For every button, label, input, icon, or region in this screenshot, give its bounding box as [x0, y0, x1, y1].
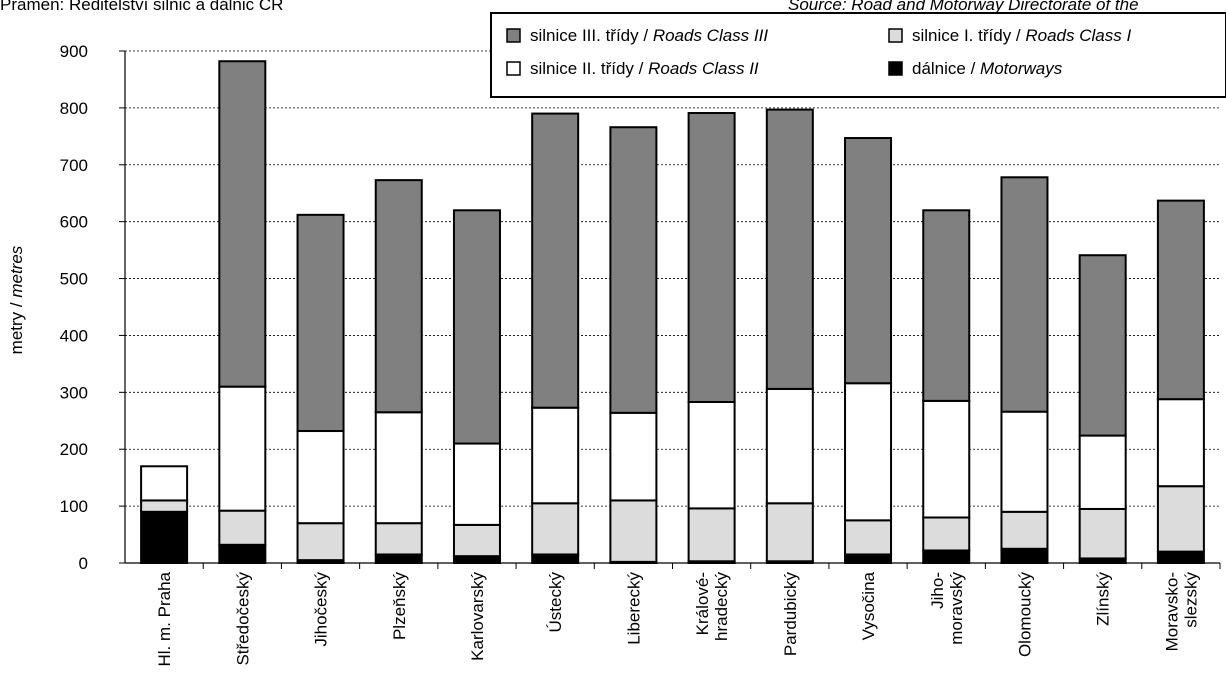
bar-segment-motorways: [531, 553, 580, 565]
bar-segment-class1: [531, 502, 580, 556]
bar-segment-class1: [296, 522, 345, 562]
bar-segment-class2: [1000, 410, 1049, 513]
bar-segment-motorways: [140, 510, 189, 564]
legend-swatch-class1: [888, 28, 903, 43]
category-label: Moravsko-: [1162, 572, 1181, 651]
bar-segment-class2: [1078, 434, 1127, 510]
y-tick-label: 800: [60, 99, 88, 118]
bar-segment-class2: [609, 411, 658, 502]
bar-segment-class1: [687, 507, 736, 563]
y-tick-label: 500: [60, 270, 88, 289]
category-label: Hl. m. Praha: [155, 571, 174, 666]
bar-segment-motorways: [922, 549, 971, 564]
y-tick-label: 700: [60, 156, 88, 175]
bar-segment-class2: [1156, 398, 1205, 488]
bar-segment-class2: [374, 411, 423, 525]
category-label: Plzeňský: [390, 572, 409, 641]
category-label: hradecký: [712, 572, 731, 641]
category-label: Zlínský: [1094, 572, 1113, 626]
y-tick-label: 300: [60, 383, 88, 402]
bar-segment-class1: [844, 519, 893, 556]
bar-segment-class3: [218, 60, 267, 388]
source-left: Pramen: Ředitelství silnic a dálnic ČR: [0, 0, 284, 14]
bar-segment-class2: [140, 465, 189, 502]
bar-segment-class2: [687, 401, 736, 510]
bar-segment-class3: [531, 112, 580, 409]
source-right: Source: Road and Motorway Directorate of…: [788, 0, 1139, 14]
bar-segment-class1: [140, 499, 189, 513]
y-tick-label: 200: [60, 440, 88, 459]
category-label: Jiho-: [928, 572, 947, 609]
legend-label-class3: silnice III. třídy / Roads Class III: [530, 26, 768, 45]
bar-segment-class3: [296, 213, 345, 433]
bar-segment-class1: [374, 522, 423, 556]
bar-segment-class3: [765, 108, 814, 390]
bar-segment-class3: [1000, 176, 1049, 413]
bar-segment-class3: [452, 209, 501, 445]
bar-segment-class3: [1156, 199, 1205, 401]
category-label: Středočeský: [233, 572, 252, 666]
bar-segment-class3: [687, 112, 736, 404]
bar-segment-motorways: [452, 555, 501, 565]
bar-segment-class3: [1078, 254, 1127, 437]
bar-segment-class2: [452, 442, 501, 526]
y-tick-label: 100: [60, 497, 88, 516]
bar-segment-motorways: [1156, 550, 1205, 564]
category-label: slezský: [1181, 572, 1200, 628]
legend-swatch-motorways: [888, 61, 903, 76]
category-label: Olomoucký: [1015, 572, 1034, 658]
bar-segment-class2: [844, 382, 893, 522]
category-label: Ústecký: [546, 572, 565, 633]
legend-swatch-class3: [506, 28, 521, 43]
bar-segment-class1: [452, 523, 501, 558]
bar-segment-motorways: [218, 543, 267, 564]
bar-segment-class1: [609, 499, 658, 563]
legend-swatch-class2: [506, 61, 521, 76]
category-label: moravský: [947, 572, 966, 645]
bar-segment-class3: [922, 209, 971, 402]
category-label: Vysočina: [859, 571, 878, 640]
bar-segment-motorways: [844, 553, 893, 565]
bar-segment-class3: [374, 179, 423, 414]
bar-segment-class1: [1078, 507, 1127, 560]
bar-segment-class2: [922, 399, 971, 519]
bar-segment-class2: [531, 406, 580, 505]
category-label: Pardubický: [781, 572, 800, 657]
bar-segment-motorways: [1000, 547, 1049, 564]
bar-segment-class2: [765, 387, 814, 505]
legend-label-class2: silnice II. třídy / Roads Class II: [530, 59, 759, 78]
legend-label-class1: silnice I. třídy / Roads Class I: [912, 26, 1131, 45]
category-label: Liberecký: [624, 572, 643, 645]
legend-label-motorways: dálnice / Motorways: [912, 59, 1063, 78]
bar-segment-class2: [218, 385, 267, 512]
bar-segment-class1: [218, 509, 267, 546]
y-axis-title: metry / metres: [7, 245, 26, 354]
y-tick-label: 900: [60, 42, 88, 61]
y-tick-label: 600: [60, 213, 88, 232]
bar-segment-motorways: [374, 553, 423, 565]
y-tick-label: 400: [60, 326, 88, 345]
bar-segment-class1: [1156, 485, 1205, 553]
bar-segment-class1: [765, 502, 814, 563]
bar-segment-class1: [922, 516, 971, 552]
bar-segment-class3: [844, 137, 893, 385]
category-label: Jihočeský: [312, 572, 331, 647]
bar-segment-class1: [1000, 510, 1049, 550]
category-label: Králové-: [693, 572, 712, 635]
legend-box: [490, 12, 1226, 98]
bar-segment-class2: [296, 430, 345, 525]
bar-segment-class3: [609, 126, 658, 414]
y-tick-label: 0: [79, 554, 88, 573]
category-label: Karlovarský: [468, 572, 487, 661]
